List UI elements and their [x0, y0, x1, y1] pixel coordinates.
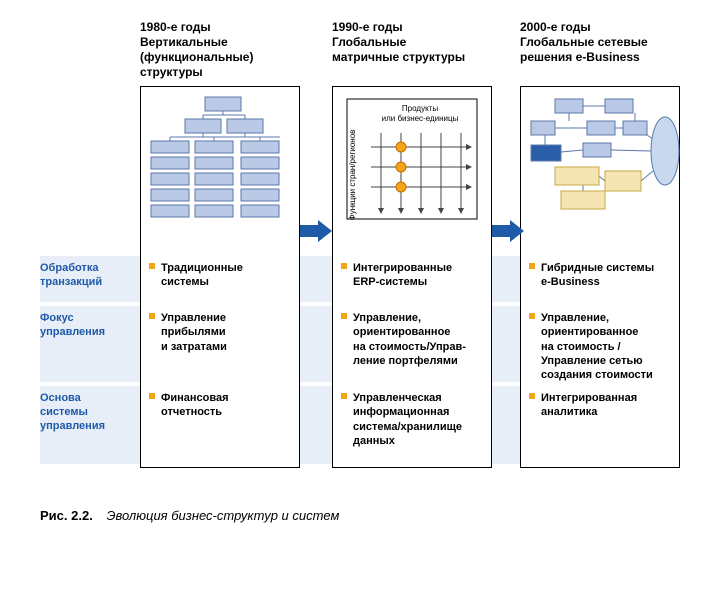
figure-caption: Рис. 2.2. Эволюция бизнес-структур и сис… [40, 508, 339, 523]
cell-text: Финансоваяотчетность [161, 391, 229, 420]
panel-2000s: Гибридные системыe-Business Управление,о… [520, 86, 680, 468]
cell-3-2: Управление,ориентированноена стоимость /… [529, 311, 653, 382]
arrow-1-to-2 [300, 220, 332, 240]
cell-1-3: Финансоваяотчетность [149, 391, 229, 420]
bullet-icon [529, 313, 535, 319]
heading-text: 1980-е годыВертикальные(функциональные)с… [140, 20, 253, 79]
bullet-icon [529, 263, 535, 269]
cell-text: Традиционныесистемы [161, 261, 243, 290]
arrow-2-to-3 [492, 220, 524, 240]
col-heading-1: 1980-е годыВертикальные(функциональные)с… [140, 20, 253, 80]
cell-3-1: Гибридные системыe-Business [529, 261, 654, 290]
cell-text: Интегрированнаяаналитика [541, 391, 637, 420]
cell-2-1: ИнтегрированныеERP-системы [341, 261, 452, 290]
svg-text:Функции стран/регионов: Функции стран/регионов [348, 130, 357, 221]
cell-text: Гибридные системыe-Business [541, 261, 654, 290]
bullet-icon [341, 313, 347, 319]
figure-title: Эволюция бизнес-структур и систем [106, 508, 339, 523]
bullet-icon [149, 313, 155, 319]
cell-text: Управление,ориентированноена стоимость/У… [353, 311, 466, 368]
cell-1-1: Традиционныесистемы [149, 261, 243, 290]
cell-3-3: Интегрированнаяаналитика [529, 391, 637, 420]
cell-text: Управление,ориентированноена стоимость /… [541, 311, 653, 382]
svg-text:или бизнес-единицы: или бизнес-единицы [382, 114, 459, 123]
arrow-icon [492, 220, 524, 242]
bullet-icon [341, 393, 347, 399]
figure-number: Рис. 2.2. [40, 508, 93, 523]
cell-1-2: Управлениеприбылямии затратами [149, 311, 227, 354]
row-label-3: Основасистемыуправления [40, 392, 105, 433]
diagram-hierarchy [145, 91, 297, 251]
diagram-network [525, 91, 677, 251]
heading-text: 1990-е годыГлобальныематричные структуры [332, 20, 465, 64]
row-label-text: Основасистемыуправления [40, 392, 105, 432]
panel-1990s: Продуктыили бизнес-единицы Функции стран/… [332, 86, 492, 468]
bullet-icon [149, 393, 155, 399]
row-label-1: Обработкатранзакций [40, 262, 102, 290]
arrow-icon [300, 220, 332, 242]
cell-text: ИнтегрированныеERP-системы [353, 261, 452, 290]
panel-1980s: Традиционныесистемы Управлениеприбылямии… [140, 86, 300, 468]
heading-text: 2000-е годыГлобальные сетевыерешения e-B… [520, 20, 648, 64]
row-label-text: Фокусуправления [40, 312, 105, 338]
cell-2-2: Управление,ориентированноена стоимость/У… [341, 311, 466, 368]
col-heading-3: 2000-е годыГлобальные сетевыерешения e-B… [520, 20, 648, 65]
col-heading-2: 1990-е годыГлобальныематричные структуры [332, 20, 465, 65]
cell-text: Управленческаяинформационнаясистема/хран… [353, 391, 462, 448]
cell-2-3: Управленческаяинформационнаясистема/хран… [341, 391, 462, 448]
row-label-2: Фокусуправления [40, 312, 105, 340]
row-label-text: Обработкатранзакций [40, 262, 102, 288]
cell-text: Управлениеприбылямии затратами [161, 311, 227, 354]
bullet-icon [529, 393, 535, 399]
bullet-icon [341, 263, 347, 269]
bullet-icon [149, 263, 155, 269]
diagram-matrix: Продуктыили бизнес-единицы Функции стран/… [337, 91, 489, 251]
svg-text:Продукты: Продукты [402, 104, 438, 113]
